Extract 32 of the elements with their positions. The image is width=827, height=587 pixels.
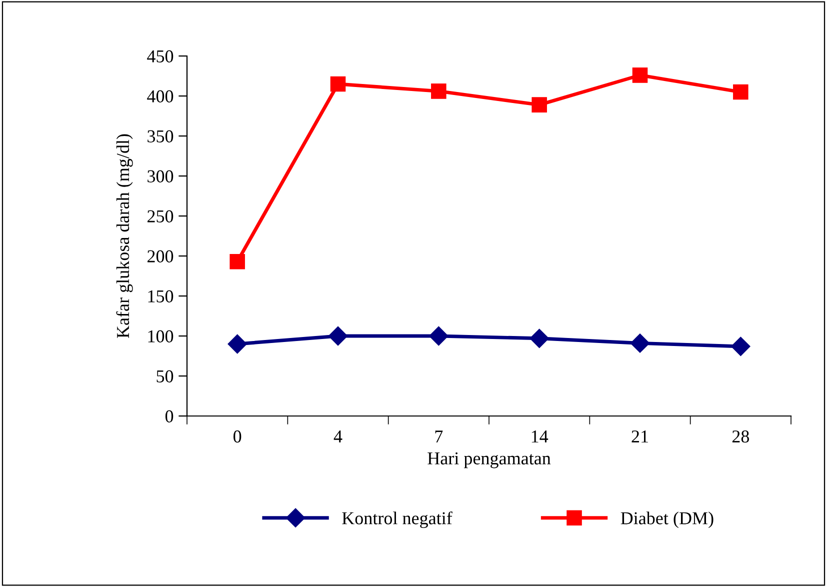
point bbox=[228, 334, 247, 354]
x-tick-label: 7 bbox=[435, 430, 443, 442]
x-tick-label: 21 bbox=[632, 430, 648, 442]
y-tick-label: 300 bbox=[148, 170, 174, 182]
y-tick-label: 100 bbox=[148, 330, 174, 342]
x-tick-label: 0 bbox=[234, 430, 242, 443]
point bbox=[630, 334, 650, 353]
point bbox=[429, 326, 448, 346]
y-tick-label: 200 bbox=[148, 250, 174, 262]
point bbox=[532, 97, 547, 112]
x-tick-label: 4 bbox=[334, 430, 342, 442]
y-tick-label: 150 bbox=[148, 290, 174, 302]
legend-label: Kontrol negatif bbox=[342, 511, 452, 528]
point bbox=[632, 68, 648, 83]
point bbox=[328, 326, 348, 346]
point bbox=[330, 76, 346, 92]
y-tick-label: 450 bbox=[147, 50, 174, 62]
x-axis-title: Hari pengamatan bbox=[428, 452, 551, 468]
y-tick-label: 350 bbox=[148, 130, 174, 142]
y-axis-title: Kafar glukosa darah (mg/dl) bbox=[116, 134, 133, 338]
y-tick-label: 400 bbox=[147, 90, 174, 102]
point bbox=[731, 336, 750, 356]
legend-label: Diabet (DM) bbox=[620, 512, 714, 528]
y-tick-label: 0 bbox=[165, 410, 174, 422]
x-tick-label: 28 bbox=[732, 430, 750, 443]
point bbox=[733, 84, 748, 100]
point bbox=[530, 328, 549, 348]
x-tick-label: 14 bbox=[532, 430, 548, 442]
y-tick-label: 50 bbox=[156, 370, 174, 382]
y-tick-label: 250 bbox=[148, 210, 174, 222]
point bbox=[230, 254, 245, 270]
point bbox=[431, 84, 446, 99]
